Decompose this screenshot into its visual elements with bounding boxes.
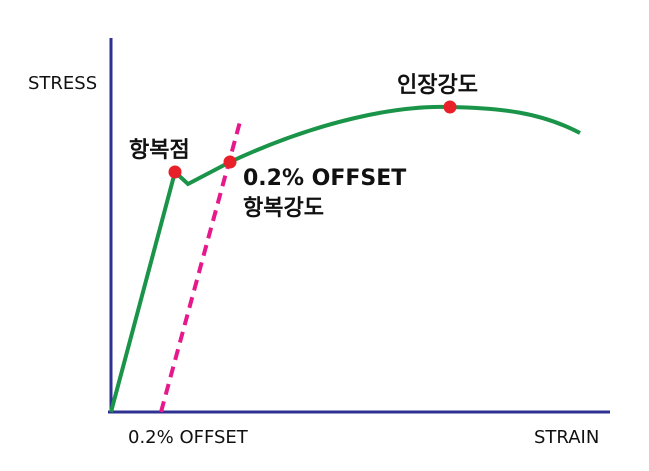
offset-label: 0.2% OFFSET [128, 427, 249, 448]
point-label: 0.2% OFFSET [243, 166, 406, 191]
tensile-point [443, 100, 457, 114]
point-label: 항복강도 [243, 196, 324, 221]
y-axis-label: STRESS [28, 73, 97, 94]
point-label: 인장강도 [397, 73, 478, 98]
offset-yield-point [223, 155, 237, 169]
stress-strain-curve [109, 104, 581, 413]
x-axis-label: STRAIN [534, 427, 599, 448]
point-label: 항복점 [129, 138, 190, 163]
yield-point [168, 165, 182, 179]
